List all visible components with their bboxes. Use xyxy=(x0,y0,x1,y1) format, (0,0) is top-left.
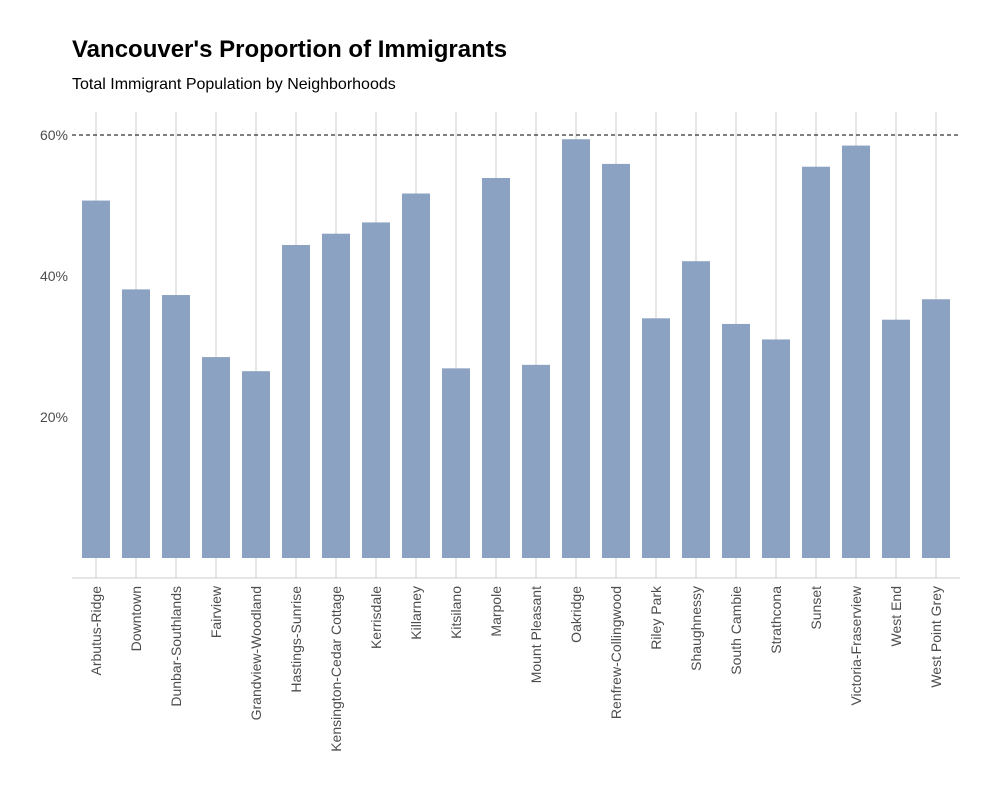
x-tick-label: West Point Grey xyxy=(928,586,944,688)
x-tick-label: Riley Park xyxy=(648,585,664,650)
bar-mount-pleasant xyxy=(522,364,550,558)
x-tick-label: Shaughnessy xyxy=(688,586,704,671)
bar-oakridge xyxy=(562,139,590,559)
x-tick-label: Marpole xyxy=(488,586,504,637)
bar-riley-park xyxy=(642,318,670,558)
chart-title: Vancouver's Proportion of Immigrants xyxy=(72,36,508,63)
bar-kitsilano xyxy=(442,368,470,558)
bar-west-point-grey xyxy=(922,299,950,558)
bar-renfrew-collingwood xyxy=(602,163,630,558)
x-tick-label: Killarney xyxy=(408,586,424,640)
x-tick-label: Renfrew-Collingwood xyxy=(608,586,624,719)
x-tick-label: South Cambie xyxy=(728,586,744,675)
x-tick-label: Strathcona xyxy=(768,586,784,654)
x-tick-label: Hastings-Sunrise xyxy=(288,586,304,693)
bar-marpole xyxy=(482,178,510,558)
bar-fairview xyxy=(202,357,230,558)
bar-grandview-woodland xyxy=(242,371,270,558)
x-tick-label: Kitsilano xyxy=(448,586,464,639)
bar-hastings-sunrise xyxy=(282,244,310,559)
y-tick-label: 20% xyxy=(40,409,68,425)
x-tick-label: Fairview xyxy=(208,585,224,638)
x-tick-label: Mount Pleasant xyxy=(528,586,544,683)
x-tick-label: West End xyxy=(888,586,904,646)
bar-kerrisdale xyxy=(362,222,390,559)
x-tick-label: Oakridge xyxy=(568,586,584,643)
x-tick-label: Kerrisdale xyxy=(368,586,384,649)
x-tick-label: Grandview-Woodland xyxy=(248,586,264,720)
bar-arbutus-ridge xyxy=(82,200,110,558)
bar-kensington-cedar-cottage xyxy=(322,233,350,558)
x-tick-label: Downtown xyxy=(128,586,144,651)
y-tick-label: 60% xyxy=(40,127,68,143)
x-tick-label: Kensington-Cedar Cottage xyxy=(328,586,344,752)
bar-shaughnessy xyxy=(682,261,710,558)
x-tick-label: Dunbar-Southlands xyxy=(168,586,184,707)
bar-downtown xyxy=(122,289,150,558)
y-tick-label: 40% xyxy=(40,268,68,284)
x-tick-label: Victoria-Fraserview xyxy=(848,585,864,705)
bar-south-cambie xyxy=(722,323,750,558)
bar-victoria-fraserview xyxy=(842,145,870,558)
chart-subtitle: Total Immigrant Population by Neighborho… xyxy=(72,76,396,93)
bar-dunbar-southlands xyxy=(162,295,190,558)
x-tick-label: Sunset xyxy=(808,586,824,630)
bar-west-end xyxy=(882,319,910,558)
bar-killarney xyxy=(402,193,430,558)
bar-sunset xyxy=(802,166,830,558)
bar-strathcona xyxy=(762,339,790,558)
x-tick-label: Arbutus-Ridge xyxy=(88,586,104,676)
